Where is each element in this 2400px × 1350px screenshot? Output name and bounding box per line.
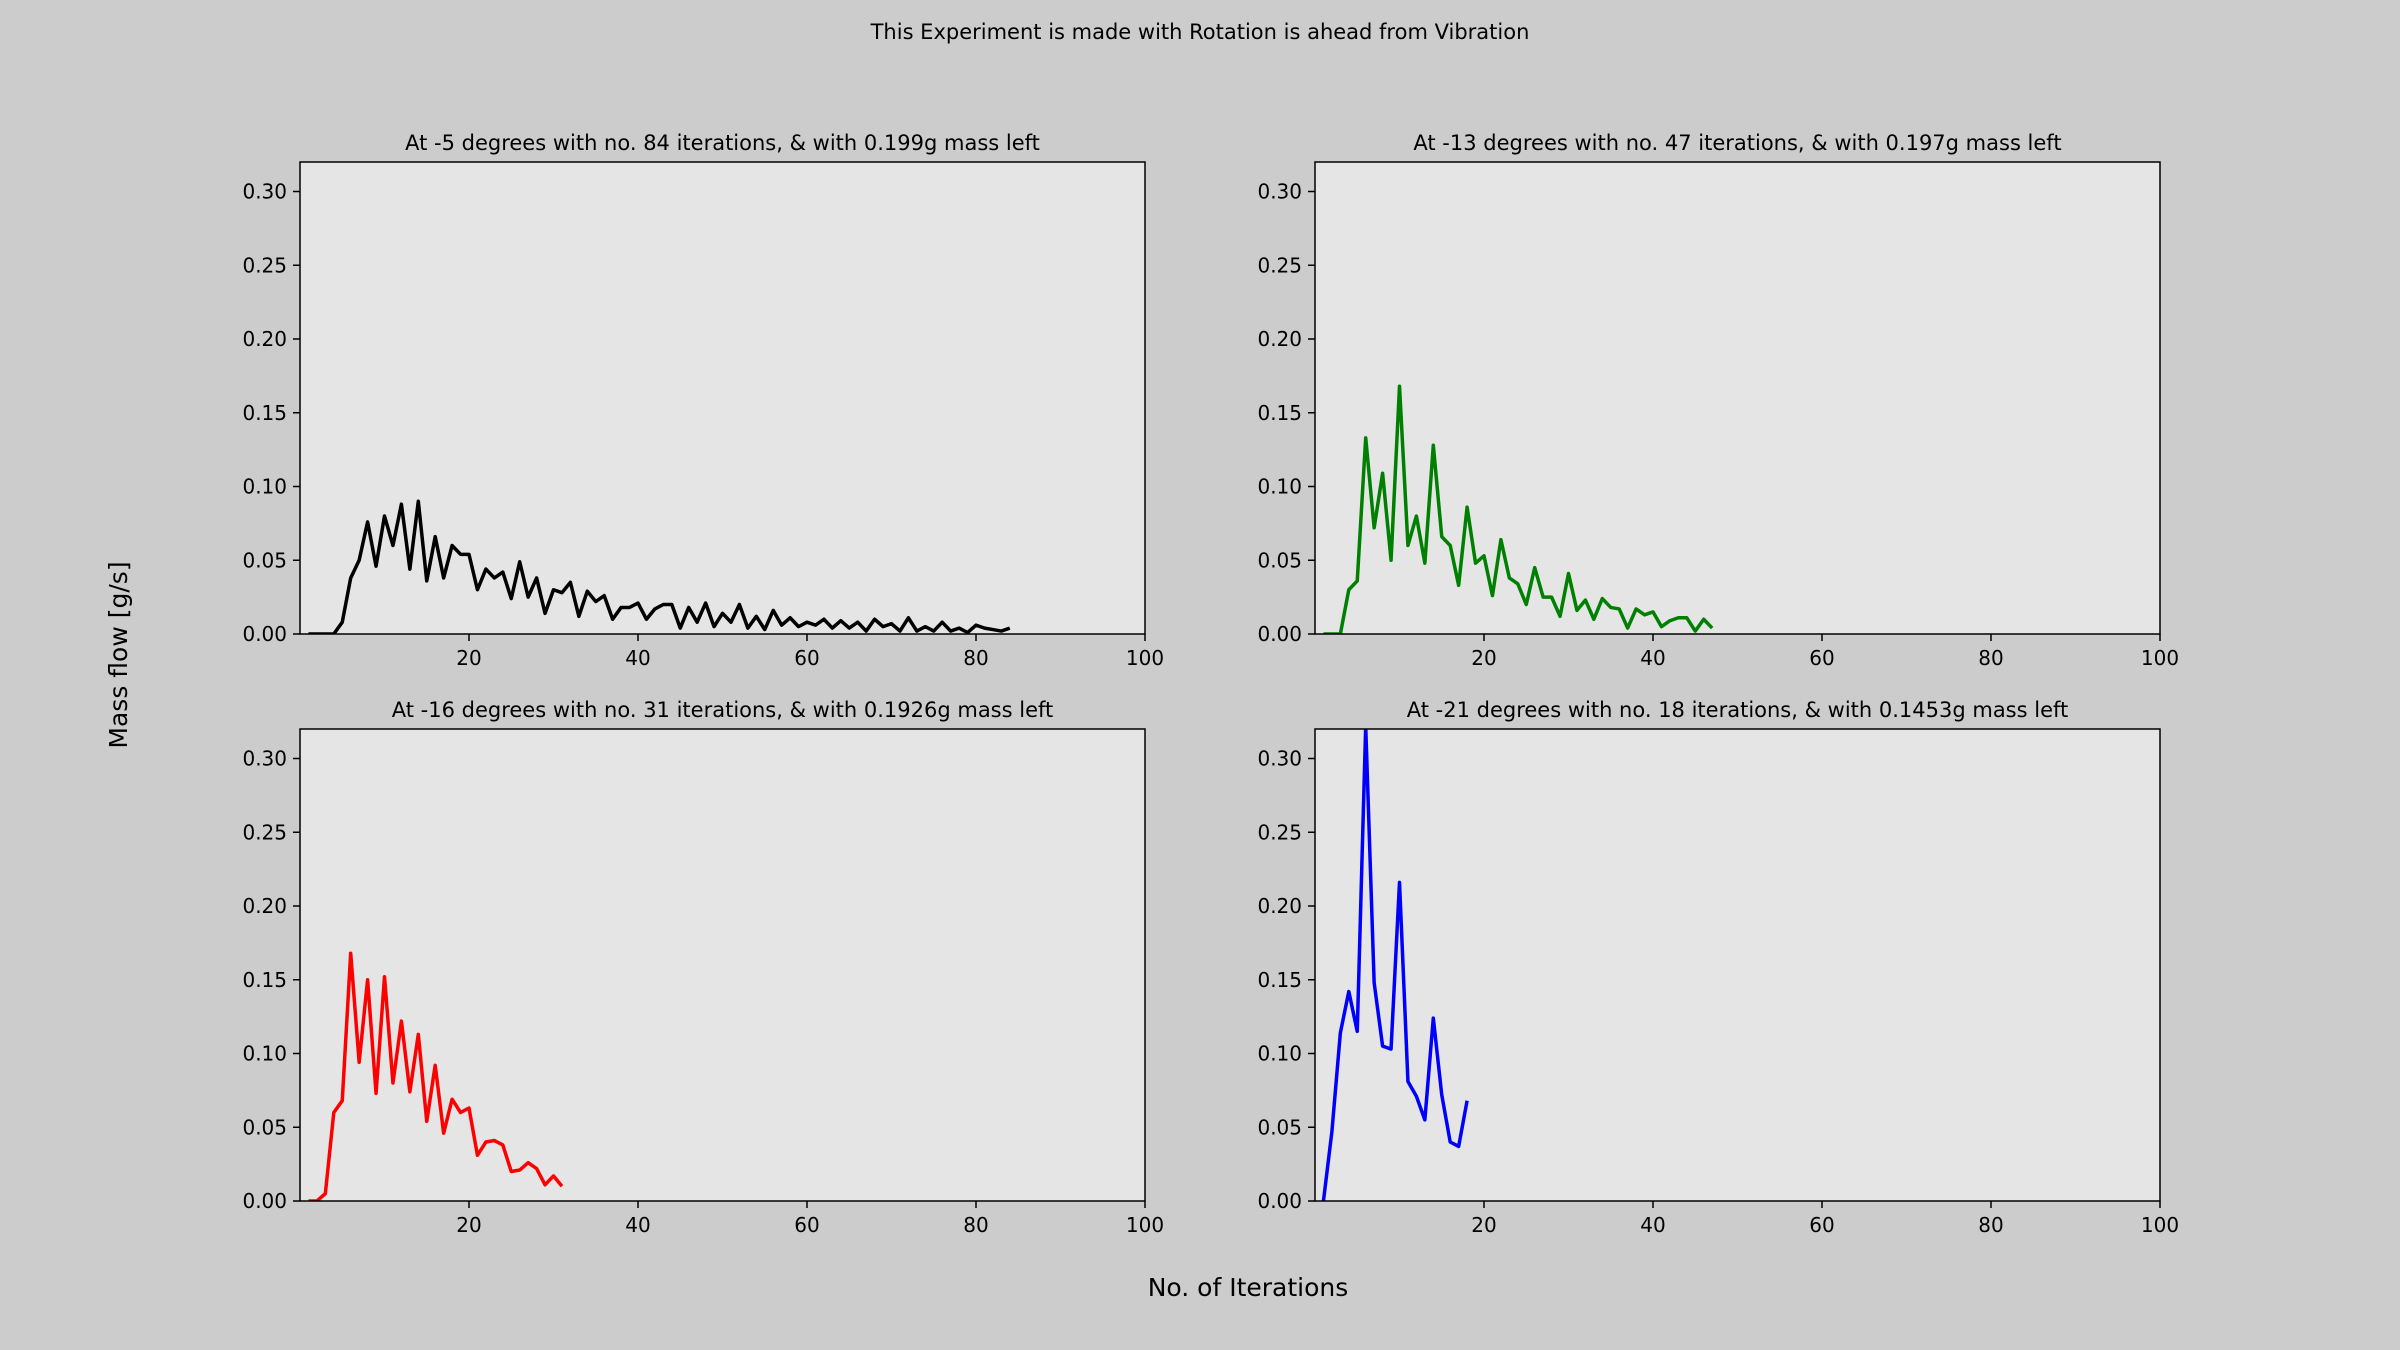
plot-area [1315, 729, 2160, 1201]
plot-area [1315, 162, 2160, 634]
x-tick-label: 60 [1809, 646, 1834, 670]
subplot-title: At -16 degrees with no. 31 iterations, &… [392, 698, 1054, 722]
subplot-top-right: 20 40 60 80 100 0.00 0.05 0.10 0.15 0.20 0.25 0.30 A… [1257, 131, 2179, 670]
plot-frame [1314, 161, 2161, 635]
x-tick-label: 60 [1809, 1213, 1834, 1237]
y-tick-label: 0.20 [242, 327, 287, 351]
y-tick-label: 0.15 [1257, 401, 1302, 425]
y-tick-label: 0.20 [1257, 327, 1302, 351]
y-tick-label: 0.10 [242, 1042, 287, 1066]
x-tick-label: 80 [963, 1213, 988, 1237]
x-tick-label: 80 [963, 646, 988, 670]
y-tick-label: 0.20 [1257, 894, 1302, 918]
y-tick-label: 0.30 [242, 747, 287, 771]
plot-frame [299, 728, 1146, 1202]
x-tick-label: 20 [1471, 646, 1496, 670]
x-tick-label: 40 [625, 1213, 650, 1237]
x-tick-label: 40 [625, 646, 650, 670]
y-tick-label: 0.15 [1257, 968, 1302, 992]
y-tick-label: 0.10 [242, 475, 287, 499]
x-tick-label: 60 [794, 646, 819, 670]
x-tick-label: 40 [1640, 1213, 1665, 1237]
y-tick-label: 0.00 [1257, 1189, 1302, 1213]
series-line [1321, 729, 1469, 1201]
figure-suptitle: This Experiment is made with Rotation is… [870, 20, 1530, 44]
plot-area [300, 729, 1145, 1201]
y-tick-label: 0.10 [1257, 1042, 1302, 1066]
y-tick-label: 0.30 [242, 180, 287, 204]
subplot-bottom-right: 20 40 60 80 100 0.00 0.05 0.10 0.15 0.20 0.25 0.30 A… [1257, 698, 2179, 1237]
x-tick-label: 100 [1126, 646, 1164, 670]
subplot-top-left: 20 40 60 80 100 0.00 0.05 0.10 0.15 0.20 0.25 0.30 A… [242, 131, 1164, 670]
x-tick-label: 100 [1126, 1213, 1164, 1237]
series-line [308, 499, 1011, 634]
y-tick-label: 0.05 [1257, 1115, 1302, 1139]
y-tick-label: 0.25 [242, 253, 287, 277]
x-tick-label: 20 [456, 646, 481, 670]
y-tick-label: 0.25 [242, 820, 287, 844]
y-tick-label: 0.00 [242, 622, 287, 646]
x-tick-label: 100 [2141, 1213, 2179, 1237]
y-tick-label: 0.15 [242, 401, 287, 425]
y-tick-label: 0.30 [1257, 747, 1302, 771]
x-tick-label: 80 [1978, 1213, 2003, 1237]
plot-frame [299, 161, 1146, 635]
x-tick-label: 40 [1640, 646, 1665, 670]
y-tick-label: 0.20 [242, 894, 287, 918]
x-tick-label: 20 [456, 1213, 481, 1237]
plot-area [300, 162, 1145, 634]
subplot-title: At -21 degrees with no. 18 iterations, &… [1407, 698, 2069, 722]
y-tick-label: 0.00 [242, 1189, 287, 1213]
subplot-title: At -5 degrees with no. 84 iterations, & … [405, 131, 1040, 155]
subplot-title: At -13 degrees with no. 47 iterations, &… [1413, 131, 2061, 155]
y-tick-label: 0.05 [242, 1115, 287, 1139]
y-tick-label: 0.25 [1257, 253, 1302, 277]
y-tick-label: 0.30 [1257, 180, 1302, 204]
figure-xlabel: No. of Iterations [1148, 1273, 1349, 1302]
series-line [1323, 384, 1714, 634]
subplot-bottom-left: 20 40 60 80 100 0.00 0.05 0.10 0.15 0.20 0.25 0.30 A… [242, 698, 1164, 1237]
y-tick-label: 0.05 [1257, 548, 1302, 572]
series-line [308, 951, 564, 1201]
plot-frame [1314, 728, 2161, 1202]
y-tick-label: 0.05 [242, 548, 287, 572]
x-tick-label: 20 [1471, 1213, 1496, 1237]
y-tick-label: 0.15 [242, 968, 287, 992]
figure-ylabel: Mass flow [g/s] [104, 561, 133, 748]
y-tick-label: 0.25 [1257, 820, 1302, 844]
y-tick-label: 0.00 [1257, 622, 1302, 646]
x-tick-label: 100 [2141, 646, 2179, 670]
x-tick-label: 60 [794, 1213, 819, 1237]
x-tick-label: 80 [1978, 646, 2003, 670]
y-tick-label: 0.10 [1257, 475, 1302, 499]
